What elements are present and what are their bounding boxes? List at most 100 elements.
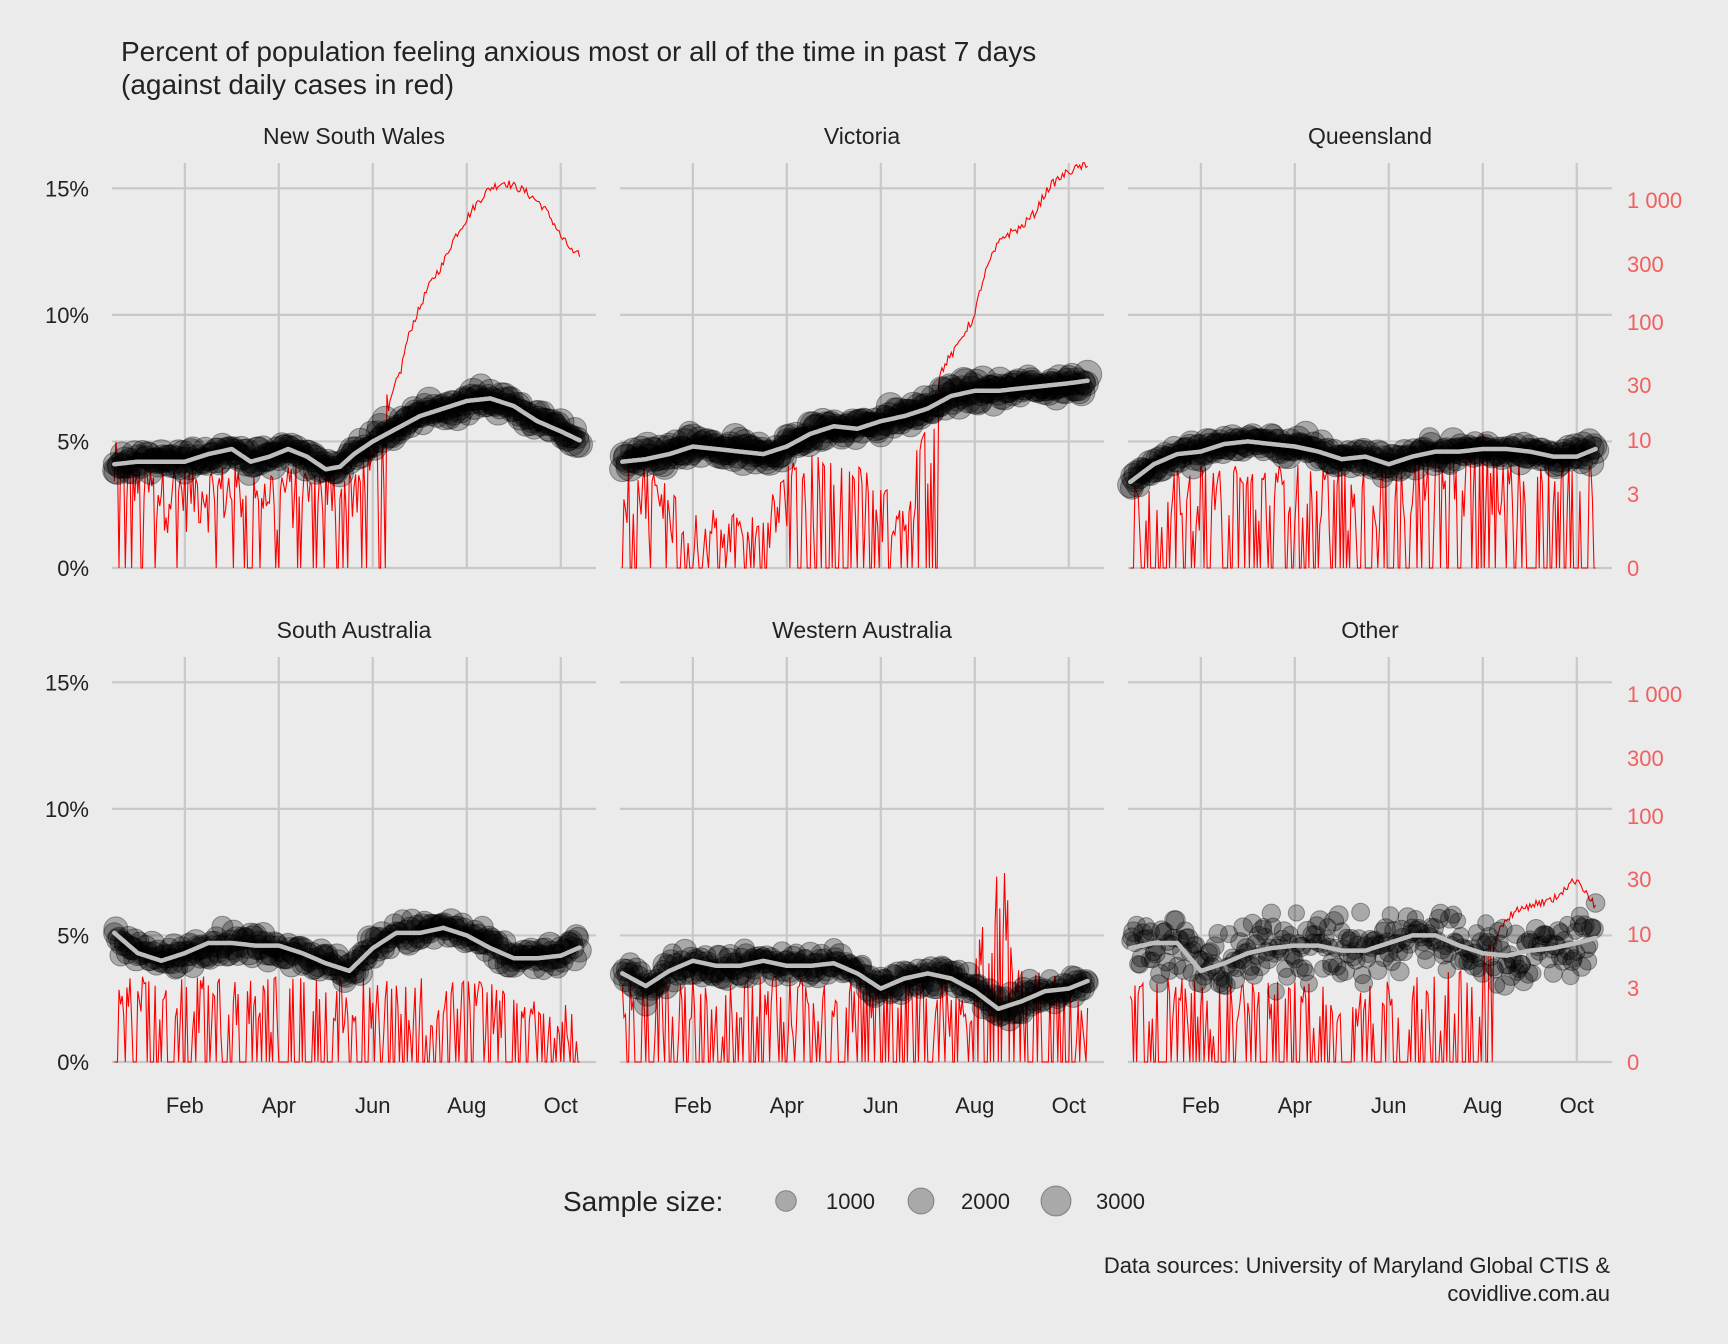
anxiety-point bbox=[153, 444, 182, 473]
anxiety-points bbox=[609, 359, 1103, 483]
x-tick-label: Feb bbox=[674, 1093, 712, 1118]
panel-title: Other bbox=[1341, 617, 1399, 643]
x-tick-label: Apr bbox=[770, 1093, 804, 1118]
y2-tick-label: 30 bbox=[1627, 867, 1651, 892]
anxiety-point bbox=[1299, 974, 1318, 993]
y2-tick-label: 300 bbox=[1627, 252, 1664, 277]
panel-south-australia: South Australia 0% 5% 10% 15% Feb Apr Jun Aug Oct bbox=[45, 617, 596, 1118]
anxiety-point bbox=[1354, 974, 1373, 993]
legend: Sample size: 1000 2000 3000 bbox=[563, 1185, 1145, 1217]
anxiety-point bbox=[1584, 919, 1604, 939]
y2-tick-label: 30 bbox=[1627, 373, 1651, 398]
anxiety-point bbox=[111, 453, 137, 479]
chart-subtitle: (against daily cases in red) bbox=[121, 69, 454, 100]
legend-key bbox=[907, 1187, 935, 1215]
y-tick-label: 0% bbox=[57, 1050, 89, 1075]
legend-label: 3000 bbox=[1096, 1189, 1145, 1214]
y2-tick-label: 300 bbox=[1627, 746, 1664, 771]
trend-line bbox=[620, 378, 1090, 464]
anxiety-point bbox=[1435, 448, 1461, 474]
panel-title: Queensland bbox=[1308, 123, 1432, 149]
anxiety-point bbox=[237, 463, 261, 486]
panel-title: New South Wales bbox=[263, 123, 445, 149]
anxiety-point bbox=[156, 444, 183, 472]
anxiety-point bbox=[677, 420, 702, 445]
y2-tick-label: 100 bbox=[1627, 310, 1664, 335]
y2-tick-label: 100 bbox=[1627, 804, 1664, 829]
anxiety-point bbox=[1067, 377, 1096, 407]
anxiety-point bbox=[151, 446, 178, 473]
anxiety-point bbox=[1381, 906, 1400, 924]
legend-label: 2000 bbox=[961, 1189, 1010, 1214]
y2-tick-label: 0 bbox=[1627, 556, 1639, 581]
anxiety-point bbox=[1418, 427, 1441, 449]
x-tick-label: Aug bbox=[1463, 1093, 1502, 1118]
anxiety-point bbox=[842, 419, 866, 443]
cases-line bbox=[1130, 433, 1596, 569]
y2-tick-label: 1 000 bbox=[1627, 682, 1682, 707]
anxiety-point bbox=[1585, 893, 1606, 913]
anxiety-points bbox=[103, 908, 592, 994]
anxiety-point bbox=[1120, 463, 1147, 490]
x-tick-label: Apr bbox=[1278, 1093, 1312, 1118]
caption-line-2: covidlive.com.au bbox=[1447, 1281, 1610, 1306]
x-tick-label: Oct bbox=[544, 1093, 578, 1118]
y-tick-label: 0% bbox=[57, 556, 89, 581]
cases-line bbox=[113, 180, 581, 569]
anxiety-point bbox=[1267, 982, 1285, 1001]
anxiety-point bbox=[1578, 951, 1598, 971]
anxiety-point bbox=[1371, 466, 1394, 489]
x-tick-label: Aug bbox=[447, 1093, 486, 1118]
anxiety-point bbox=[1524, 964, 1542, 982]
panel-queensland: Queensland 0 3 10 30 100 300 1 000 bbox=[1117, 123, 1682, 581]
anxiety-point bbox=[1119, 475, 1144, 500]
panel-title: South Australia bbox=[277, 617, 432, 643]
legend-key bbox=[775, 1190, 797, 1212]
anxiety-point bbox=[1351, 902, 1370, 922]
y2-tick-label: 3 bbox=[1627, 482, 1639, 507]
chart-title: Percent of population feeling anxious mo… bbox=[121, 36, 1036, 67]
anxiety-point bbox=[949, 367, 979, 397]
legend-key bbox=[1040, 1185, 1072, 1217]
anxiety-point bbox=[985, 366, 1014, 395]
y2-tick-label: 10 bbox=[1627, 922, 1651, 947]
anxiety-point bbox=[650, 452, 679, 480]
anxiety-point bbox=[1417, 950, 1436, 970]
x-tick-label: Apr bbox=[262, 1093, 296, 1118]
anxiety-point bbox=[342, 436, 369, 462]
cases-line bbox=[621, 162, 1088, 569]
y-tick-label: 10% bbox=[45, 797, 89, 822]
panel-other: Other 0 3 10 30 100 300 1 000 Feb Apr Jun Aug Oct bbox=[1121, 617, 1682, 1118]
caption-line-1: Data sources: University of Maryland Glo… bbox=[1104, 1253, 1611, 1278]
anxiety-point bbox=[620, 437, 647, 464]
x-tick-label: Jun bbox=[355, 1093, 390, 1118]
y2-tick-label: 0 bbox=[1627, 1050, 1639, 1075]
legend-title: Sample size: bbox=[563, 1186, 723, 1217]
anxiety-points bbox=[102, 373, 593, 488]
anxiety-point bbox=[1483, 438, 1511, 466]
anxiety-point bbox=[1390, 961, 1410, 982]
anxiety-point bbox=[964, 387, 992, 416]
x-tick-label: Aug bbox=[955, 1093, 994, 1118]
x-tick-label: Feb bbox=[166, 1093, 204, 1118]
y2-tick-label: 10 bbox=[1627, 428, 1651, 453]
anxiety-point bbox=[1449, 912, 1467, 930]
panel-title: Victoria bbox=[824, 123, 900, 149]
y2-tick-label: 3 bbox=[1627, 976, 1639, 1001]
panel-new-south-wales: New South Wales 0% 5% 10% 15% bbox=[45, 123, 596, 581]
x-tick-label: Oct bbox=[1052, 1093, 1086, 1118]
anxiety-point bbox=[1235, 433, 1261, 459]
anxiety-point bbox=[1287, 904, 1306, 922]
anxiety-points bbox=[1121, 893, 1606, 1001]
anxiety-point bbox=[968, 365, 997, 395]
anxiety-points bbox=[609, 938, 1099, 1032]
x-tick-label: Feb bbox=[1182, 1093, 1220, 1118]
anxiety-point bbox=[843, 424, 869, 450]
y-tick-label: 10% bbox=[45, 303, 89, 328]
facet-panels: New South Wales 0% 5% 10% 15% Victoria Queensl… bbox=[45, 123, 1682, 1118]
legend-label: 1000 bbox=[826, 1189, 875, 1214]
x-tick-label: Jun bbox=[1371, 1093, 1406, 1118]
panel-victoria: Victoria bbox=[609, 123, 1104, 570]
anxiety-point bbox=[1451, 441, 1477, 467]
